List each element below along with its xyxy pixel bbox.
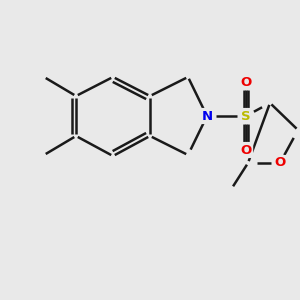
Text: N: N bbox=[201, 110, 213, 122]
Text: O: O bbox=[240, 76, 252, 88]
Text: S: S bbox=[241, 110, 251, 122]
Text: O: O bbox=[274, 157, 286, 169]
Text: O: O bbox=[240, 143, 252, 157]
